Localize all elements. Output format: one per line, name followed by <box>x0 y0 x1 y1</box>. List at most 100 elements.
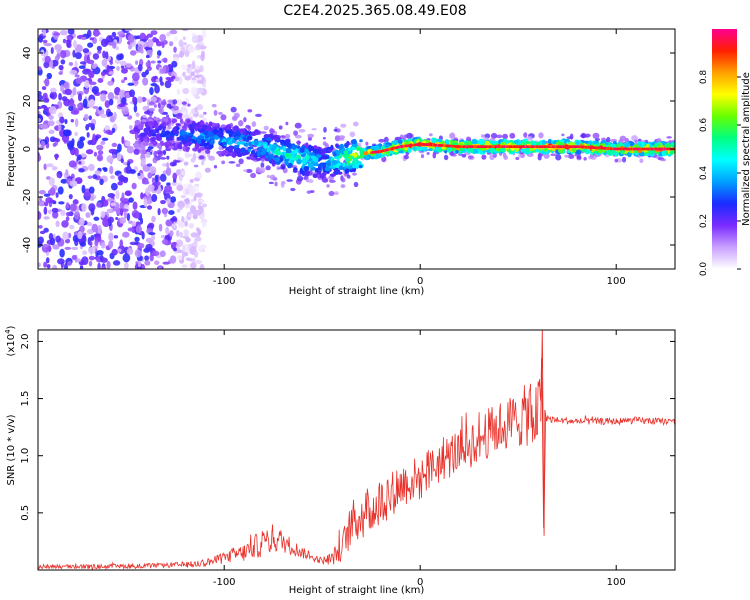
noise-blob <box>117 31 125 36</box>
noise-blob <box>89 99 96 107</box>
noise-blob <box>84 68 92 73</box>
noise-blob <box>88 260 93 267</box>
noise-blob <box>53 32 61 36</box>
ridge-blob <box>141 119 147 123</box>
noise-blob <box>197 204 202 210</box>
noise-blob <box>78 168 85 173</box>
ridge-blob <box>299 147 305 153</box>
noise-blob <box>43 106 49 111</box>
noise-blob <box>48 129 55 135</box>
ridge-blob <box>444 139 450 146</box>
noise-blob <box>88 115 92 121</box>
haze-blob <box>166 114 170 118</box>
noise-blob <box>135 112 140 117</box>
noise-blob <box>98 106 102 111</box>
haze-blob <box>146 163 153 167</box>
noise-blob <box>191 35 199 44</box>
ridge-blob <box>513 139 519 144</box>
noise-blob <box>38 35 44 43</box>
noise-blob <box>184 75 191 81</box>
noise-blob <box>68 61 74 66</box>
noise-blob <box>104 100 111 108</box>
ridge-blob <box>520 148 526 153</box>
ridge-blob <box>350 139 357 145</box>
noise-blob <box>137 63 143 72</box>
ridge-blob <box>140 121 145 125</box>
ridge-blob <box>321 154 328 160</box>
noise-blob <box>195 192 203 198</box>
noise-blob <box>145 61 152 68</box>
haze-blob <box>323 126 327 133</box>
noise-blob <box>146 33 154 38</box>
noise-blob <box>191 257 196 263</box>
noise-blob <box>102 50 106 59</box>
ridge-blob <box>384 144 391 148</box>
noise-blob <box>166 198 171 205</box>
noise-blob <box>87 122 93 128</box>
ridge-blob <box>249 153 255 157</box>
noise-blob <box>106 64 110 74</box>
noise-blob <box>75 77 83 85</box>
noise-blob <box>182 71 186 78</box>
noise-blob <box>161 207 169 215</box>
ridge-blob <box>169 135 174 141</box>
colorbar-tick-label: 0.8 <box>699 70 709 85</box>
noise-blob <box>187 45 195 53</box>
ridge-blob <box>664 150 669 156</box>
noise-blob <box>116 97 121 105</box>
haze-blob <box>322 178 329 183</box>
noise-blob <box>189 258 193 262</box>
ridge-blob <box>670 142 675 147</box>
noise-blob <box>74 74 80 78</box>
snr-scale-exponent: 4 <box>4 329 12 334</box>
noise-blob <box>89 241 93 247</box>
haze-blob <box>622 156 627 163</box>
haze-blob <box>296 175 304 182</box>
noise-blob <box>166 155 170 160</box>
noise-blob <box>148 232 156 236</box>
noise-blob <box>129 50 137 56</box>
top-y-tick-label: 40 <box>22 47 33 60</box>
noise-blob <box>77 230 83 240</box>
noise-blob <box>109 59 113 66</box>
noise-blob <box>38 94 44 101</box>
ridge-blob <box>450 147 456 151</box>
top-y-tick-label: 20 <box>22 95 33 108</box>
haze-blob <box>250 172 257 179</box>
ridge-blob <box>320 173 325 180</box>
noise-blob <box>43 216 50 220</box>
noise-blob <box>82 48 90 54</box>
noise-blob <box>38 224 43 229</box>
noise-blob <box>43 193 51 197</box>
ridge-blob <box>329 146 334 151</box>
noise-blob <box>85 212 91 218</box>
haze-blob <box>172 99 178 105</box>
ridge-blob <box>458 147 464 152</box>
noise-blob <box>119 239 124 249</box>
noise-blob <box>134 131 139 141</box>
ridge-blob <box>242 131 247 135</box>
ridge-blob <box>282 145 287 152</box>
noise-blob <box>135 60 139 65</box>
noise-blob <box>152 250 160 257</box>
noise-blob <box>171 60 178 68</box>
noise-blob <box>154 174 159 183</box>
noise-blob <box>191 60 196 70</box>
noise-blob <box>190 232 198 238</box>
noise-blob <box>122 176 129 184</box>
noise-blob <box>81 184 86 194</box>
ridge-blob <box>315 154 322 158</box>
noise-blob <box>88 70 95 79</box>
ridge-blob <box>166 117 171 123</box>
noise-blob <box>67 29 75 35</box>
noise-blob <box>190 79 198 84</box>
noise-blob <box>194 95 200 100</box>
ridge-blob <box>339 143 344 149</box>
haze-blob <box>149 149 154 153</box>
noise-blob <box>117 143 122 153</box>
haze-blob <box>568 153 575 159</box>
noise-blob <box>97 224 102 234</box>
noise-blob <box>170 217 177 222</box>
noise-blob <box>46 264 51 269</box>
